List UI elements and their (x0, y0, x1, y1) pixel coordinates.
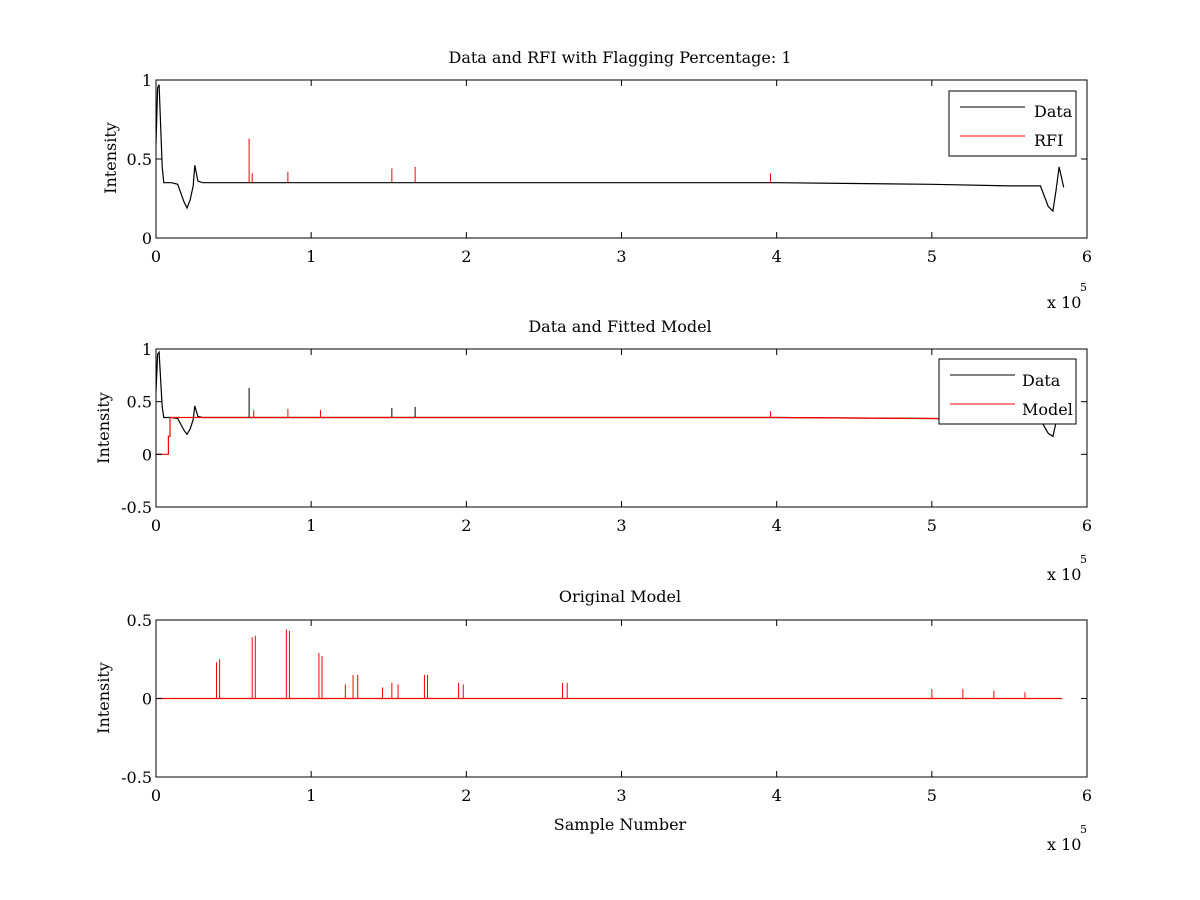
x-tick-label: 1 (306, 516, 316, 535)
chart-title: Data and RFI with Flagging Percentage: 1 (448, 48, 791, 67)
legend-label-model: Model (1022, 400, 1073, 419)
x-exponent-base: x 10 (1047, 835, 1081, 854)
x-tick-label: 5 (927, 516, 937, 535)
y-tick-label: -0.5 (121, 498, 152, 517)
x-tick-label: 3 (616, 786, 626, 805)
legend-label-data: Data (1034, 102, 1073, 121)
x-tick-label: 5 (927, 786, 937, 805)
x-tick-label: 1 (306, 786, 316, 805)
x-tick-label: 1 (306, 247, 316, 266)
y-tick-label: 0.5 (127, 150, 152, 169)
y-axis-label: Intensity (94, 392, 113, 464)
x-tick-label: 3 (616, 516, 626, 535)
x-tick-label: 5 (927, 247, 937, 266)
legend-label-data: Data (1022, 371, 1061, 390)
y-axis-label: Intensity (101, 122, 120, 194)
chart-title: Data and Fitted Model (528, 317, 711, 336)
y-axis-label: Intensity (94, 662, 113, 734)
y-tick-label: -0.5 (121, 768, 152, 787)
x-exponent-power: 5 (1080, 281, 1087, 294)
y-tick-label: 0 (142, 690, 152, 709)
x-tick-label: 2 (461, 786, 471, 805)
x-exponent-base: x 10 (1047, 565, 1081, 584)
y-tick-label: 0.5 (127, 611, 152, 630)
chart-panel-original-model: Original Model Intensity Sample Number x… (94, 587, 1092, 854)
x-exponent-power: 5 (1080, 823, 1087, 836)
x-tick-label: 4 (772, 247, 782, 266)
y-tick-label: 1 (142, 340, 152, 359)
legend-label-rfi: RFI (1034, 131, 1063, 150)
x-tick-label: 0 (151, 516, 161, 535)
series-line-model (156, 416, 1057, 455)
chart-title: Original Model (559, 587, 681, 606)
x-exponent-power: 5 (1080, 553, 1087, 566)
legend: Data Model (938, 358, 1077, 425)
plot-area (155, 84, 1065, 213)
chart-panel-fitted-model: Data and Fitted Model Intensity x 10 5 D… (94, 317, 1092, 584)
series-line-data (155, 84, 1065, 213)
x-tick-label: 4 (772, 516, 782, 535)
legend-box (948, 90, 1077, 157)
y-tick-label: 1 (142, 71, 152, 90)
x-axis-label: Sample Number (554, 815, 687, 834)
x-exponent-base: x 10 (1047, 293, 1081, 312)
x-tick-label: 2 (461, 516, 471, 535)
legend-box (938, 358, 1077, 425)
x-tick-label: 6 (1082, 786, 1092, 805)
plot-area (157, 629, 1063, 700)
legend: Data RFI (948, 90, 1077, 157)
x-tick-label: 3 (616, 247, 626, 266)
x-tick-label: 0 (151, 247, 161, 266)
x-tick-label: 4 (772, 786, 782, 805)
y-tick-label: 0.5 (127, 393, 152, 412)
x-tick-label: 0 (151, 786, 161, 805)
x-tick-label: 2 (461, 247, 471, 266)
x-tick-label: 6 (1082, 247, 1092, 266)
chart-panel-rfi: Data and RFI with Flagging Percentage: 1… (101, 48, 1092, 312)
x-tick-label: 6 (1082, 516, 1092, 535)
y-tick-label: 0 (142, 445, 152, 464)
y-tick-label: 0 (142, 229, 152, 248)
